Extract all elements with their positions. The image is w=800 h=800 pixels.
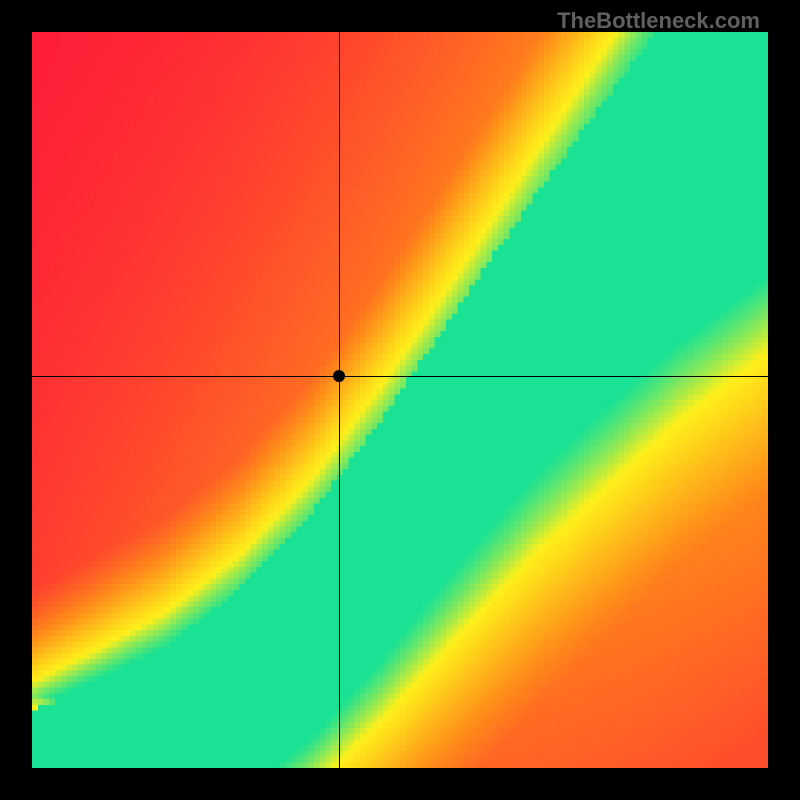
watermark-text: TheBottleneck.com bbox=[557, 8, 760, 34]
plot-area bbox=[32, 32, 768, 768]
heatmap-canvas bbox=[32, 32, 768, 768]
crosshair-horizontal bbox=[32, 376, 768, 377]
chart-container: TheBottleneck.com bbox=[0, 0, 800, 800]
marker-dot bbox=[333, 370, 345, 382]
crosshair-vertical bbox=[339, 32, 340, 768]
